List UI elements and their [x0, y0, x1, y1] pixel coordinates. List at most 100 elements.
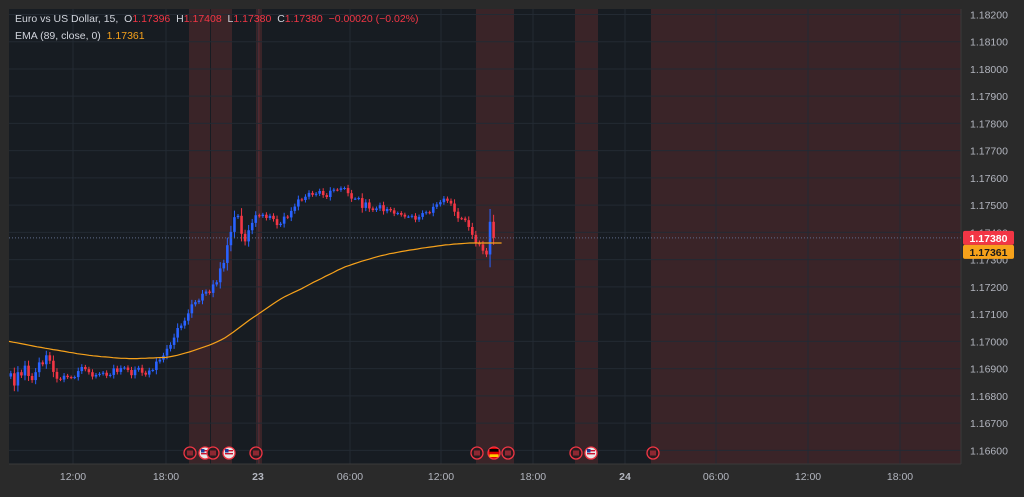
candle[interactable] [126, 367, 130, 371]
candle[interactable] [343, 188, 346, 190]
candle[interactable] [41, 362, 45, 365]
de-flag-icon[interactable] [487, 446, 501, 460]
candle[interactable] [424, 212, 428, 214]
candle[interactable] [396, 213, 400, 215]
candle[interactable] [105, 372, 108, 376]
candle[interactable] [23, 365, 27, 376]
candle[interactable] [147, 370, 151, 375]
candle[interactable] [144, 372, 147, 375]
candle[interactable] [137, 367, 140, 370]
candle[interactable] [314, 193, 318, 195]
candle[interactable] [446, 198, 449, 201]
candle[interactable] [275, 219, 279, 226]
candle[interactable] [389, 208, 392, 211]
candle[interactable] [247, 230, 250, 242]
candle[interactable] [439, 202, 442, 205]
candle[interactable] [403, 214, 407, 217]
candle[interactable] [187, 313, 190, 321]
candle[interactable] [428, 212, 431, 214]
candle[interactable] [286, 216, 289, 218]
candle[interactable] [197, 300, 201, 303]
candle[interactable] [250, 222, 254, 231]
candle[interactable] [133, 369, 137, 376]
candle[interactable] [293, 206, 297, 211]
candle[interactable] [108, 374, 112, 376]
candle[interactable] [201, 293, 204, 301]
candle[interactable] [481, 244, 485, 251]
candle[interactable] [179, 325, 183, 329]
ema-legend[interactable]: EMA (89, close, 0) 1.17361 [15, 30, 145, 42]
candle[interactable] [485, 250, 488, 255]
candle[interactable] [240, 215, 243, 234]
candle[interactable] [123, 367, 126, 369]
candle[interactable] [233, 217, 236, 232]
candle[interactable] [226, 245, 229, 263]
candle[interactable] [190, 304, 194, 314]
candle[interactable] [183, 320, 187, 326]
candle[interactable] [101, 372, 105, 374]
candle[interactable] [407, 216, 410, 218]
candle[interactable] [222, 262, 226, 269]
candle[interactable] [27, 365, 30, 376]
candle[interactable] [119, 368, 123, 372]
candle[interactable] [73, 377, 76, 379]
candle[interactable] [254, 215, 258, 223]
candle[interactable] [414, 215, 417, 220]
candle[interactable] [474, 234, 478, 243]
candle[interactable] [431, 206, 435, 213]
candle[interactable] [66, 375, 69, 378]
candle[interactable] [48, 355, 52, 361]
candle[interactable] [215, 282, 218, 285]
candle[interactable] [20, 372, 23, 376]
candle[interactable] [410, 215, 414, 217]
candle[interactable] [368, 202, 371, 209]
ema-line[interactable] [8, 242, 502, 360]
candle[interactable] [307, 192, 311, 197]
candle[interactable] [353, 198, 357, 200]
candle[interactable] [140, 367, 144, 373]
candle[interactable] [332, 189, 336, 191]
candle[interactable] [258, 215, 261, 217]
candle[interactable] [172, 337, 176, 345]
candle[interactable] [417, 216, 421, 220]
candle[interactable] [55, 371, 59, 379]
candle[interactable] [304, 196, 307, 200]
candle[interactable] [346, 188, 350, 194]
candle[interactable] [297, 199, 300, 207]
candle[interactable] [492, 221, 495, 238]
candle[interactable] [112, 368, 116, 375]
candle[interactable] [279, 223, 282, 226]
candle[interactable] [467, 220, 471, 227]
candle[interactable] [98, 373, 101, 375]
candle[interactable] [339, 188, 343, 190]
candle[interactable] [329, 190, 332, 197]
candle[interactable] [442, 198, 446, 203]
candle[interactable] [62, 375, 66, 380]
candle[interactable] [194, 302, 197, 305]
candle[interactable] [336, 189, 339, 191]
candle[interactable] [400, 213, 403, 215]
candle[interactable] [272, 215, 275, 220]
candle[interactable] [371, 208, 375, 211]
candle[interactable] [460, 218, 463, 220]
candle[interactable] [378, 205, 382, 209]
candle[interactable] [204, 291, 208, 294]
candle[interactable] [435, 204, 439, 207]
candle[interactable] [364, 202, 368, 208]
candle[interactable] [375, 208, 378, 211]
candle[interactable] [243, 233, 247, 242]
candle[interactable] [13, 373, 16, 386]
candle[interactable] [9, 373, 13, 377]
candle[interactable] [385, 208, 389, 212]
candle[interactable] [318, 191, 321, 194]
candle[interactable] [282, 216, 286, 224]
candle[interactable] [52, 360, 55, 372]
candle[interactable] [289, 210, 293, 218]
candle[interactable] [261, 214, 265, 217]
candle[interactable] [165, 348, 169, 356]
candle[interactable] [87, 369, 91, 373]
candle[interactable] [80, 367, 84, 372]
candle[interactable] [382, 205, 385, 212]
candle[interactable] [421, 213, 424, 217]
